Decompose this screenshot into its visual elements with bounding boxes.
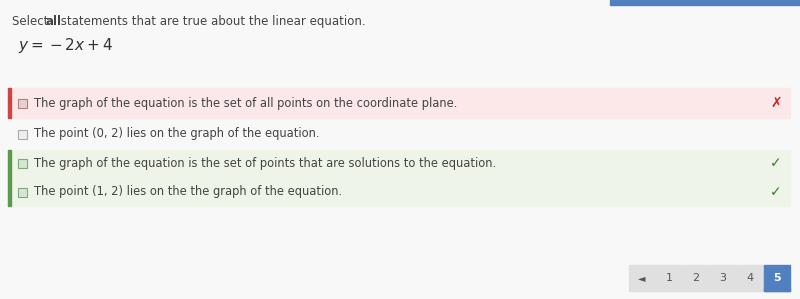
Bar	[8, 150, 790, 205]
FancyBboxPatch shape	[18, 129, 27, 138]
Bar	[764, 288, 790, 291]
Text: Select: Select	[12, 15, 52, 28]
Text: ✗: ✗	[770, 96, 782, 110]
Bar	[683, 265, 709, 291]
Text: ✓: ✓	[770, 185, 782, 199]
Bar	[764, 265, 790, 291]
Text: 1: 1	[666, 273, 673, 283]
Bar	[737, 265, 763, 291]
Text: ✓: ✓	[770, 156, 782, 170]
Bar	[8, 88, 11, 118]
Text: 3: 3	[719, 273, 726, 283]
Bar	[8, 150, 11, 205]
Bar	[629, 265, 655, 291]
Text: $y = -2x + 4$: $y = -2x + 4$	[18, 36, 113, 55]
Text: The point (0, 2) lies on the graph of the equation.: The point (0, 2) lies on the graph of th…	[34, 127, 319, 141]
Text: 5: 5	[773, 273, 781, 283]
FancyBboxPatch shape	[18, 187, 27, 196]
Bar	[710, 265, 736, 291]
Text: ◄: ◄	[638, 273, 646, 283]
FancyBboxPatch shape	[18, 98, 27, 108]
Text: The graph of the equation is the set of all points on the coordinate plane.: The graph of the equation is the set of …	[34, 97, 458, 109]
Text: The point (1, 2) lies on the the graph of the equation.: The point (1, 2) lies on the the graph o…	[34, 185, 342, 199]
Text: 2: 2	[693, 273, 699, 283]
Bar	[610, 0, 800, 5]
Text: The graph of the equation is the set of points that are solutions to the equatio: The graph of the equation is the set of …	[34, 156, 496, 170]
Bar	[656, 265, 682, 291]
Bar	[8, 88, 790, 118]
FancyBboxPatch shape	[18, 158, 27, 167]
Text: all: all	[45, 15, 61, 28]
Text: 4: 4	[746, 273, 754, 283]
Text: statements that are true about the linear equation.: statements that are true about the linea…	[57, 15, 366, 28]
